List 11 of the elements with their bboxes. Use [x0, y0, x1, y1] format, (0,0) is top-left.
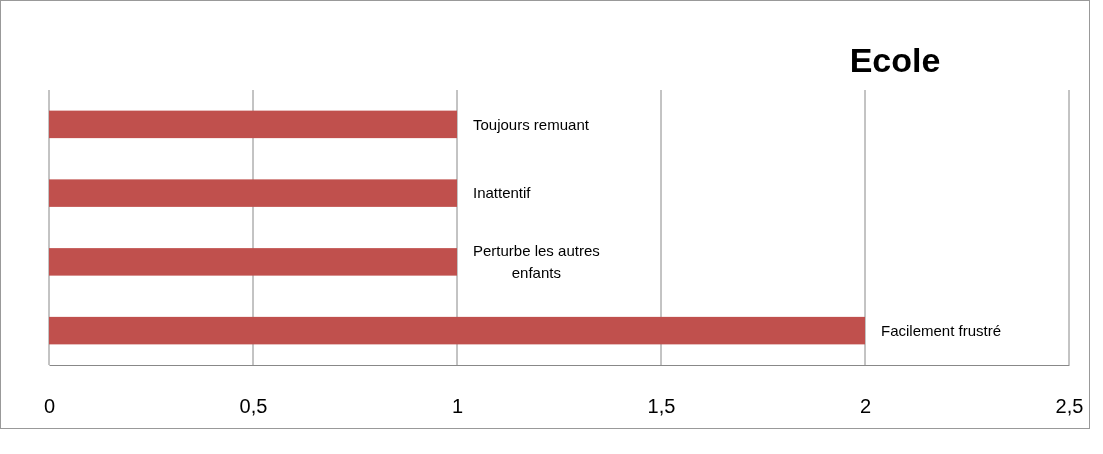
x-tick-label: 1,5: [647, 395, 676, 418]
chart-title: Ecole: [849, 41, 941, 79]
y-tick-label: Toujours remuant: [473, 115, 590, 133]
x-tick-label: 2: [859, 395, 872, 418]
x-tick-label: 0,5: [239, 395, 268, 418]
y-tick-label: Perturbe les autres enfants: [473, 241, 600, 281]
y-tick-label: Inattentif: [473, 184, 532, 202]
x-tick-label: 1: [451, 395, 464, 418]
y-tick-label: Facilement frustré: [881, 321, 1002, 339]
x-tick-label: 0: [43, 395, 56, 418]
x-tick-label: 2,5: [1055, 395, 1084, 418]
